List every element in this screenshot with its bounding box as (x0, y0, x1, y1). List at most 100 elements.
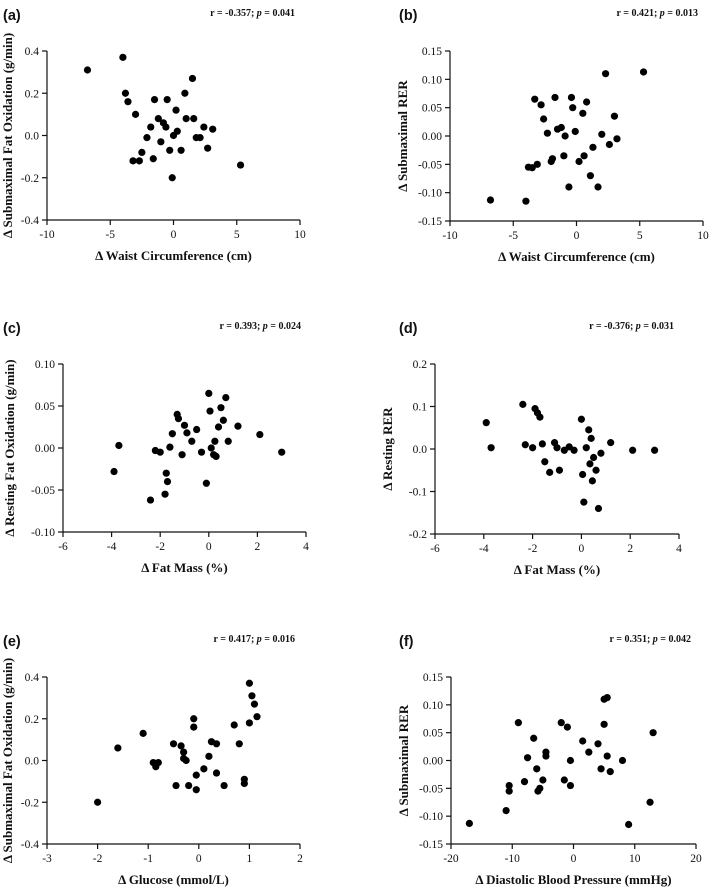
y-tick-label: 0.05 (422, 103, 442, 115)
data-point (594, 740, 602, 748)
x-tick-label: 2 (297, 853, 303, 865)
data-point (546, 468, 554, 476)
y-tick-label: 0.10 (35, 359, 55, 371)
stat-p-symbol: p (256, 8, 262, 19)
data-point (565, 183, 573, 191)
data-point (224, 437, 232, 445)
stat-p: = 0.031 (641, 321, 674, 332)
data-point (149, 155, 157, 163)
x-tick-label: 10 (629, 853, 641, 865)
data-point (219, 416, 227, 424)
data-point (585, 748, 593, 756)
data-point (248, 692, 256, 700)
y-tick-label: 0.2 (25, 714, 40, 726)
data-point (646, 798, 654, 806)
data-point (162, 123, 170, 131)
correlation-stat: r = 0.393; p = 0.024 (220, 321, 302, 332)
data-point (531, 95, 539, 103)
y-tick-label: 0.15 (423, 672, 443, 684)
data-point (575, 157, 583, 166)
panel-b: -10 -5 0 5 10 -0.15 -0.10 -0.05 0.00 0.05 0.10 0.15… (395, 8, 709, 264)
data-point (162, 469, 170, 477)
data-point (240, 775, 248, 783)
data-point (569, 104, 577, 112)
y-tick-label: -0.15 (419, 839, 443, 851)
x-tick-label: 4 (676, 543, 682, 555)
data-point (520, 778, 529, 786)
x-tick-label: -2 (155, 541, 165, 553)
data-point (182, 115, 190, 123)
y-tick-label: 0.0 (25, 756, 40, 768)
data-point (571, 127, 579, 136)
data-point (586, 172, 595, 180)
data-point (580, 152, 588, 160)
data-point (129, 157, 137, 165)
y-tick-label: 0.4 (25, 672, 40, 684)
x-tick-label: 10 (697, 230, 709, 242)
data-point (618, 756, 627, 765)
data-point (154, 115, 162, 123)
y-tick-label: -0.1 (409, 487, 427, 499)
y-tick-label: -0.05 (31, 485, 55, 497)
y-tick-label: 0.05 (423, 728, 443, 740)
x-tick-label: -4 (107, 541, 117, 553)
panel-label: (b) (399, 8, 418, 24)
data-point (212, 452, 220, 460)
data-point (465, 819, 473, 828)
panel-d: -6 -4 -2 0 2 4 -0.2 -0.1 0.0 0.1 0.2 Δ Fat Mass (%)… (380, 321, 682, 577)
x-tick-label: 0 (571, 853, 577, 865)
data-point (560, 776, 568, 784)
data-point (570, 446, 578, 454)
data-point (178, 451, 186, 459)
data-point (212, 740, 221, 748)
data-point (177, 146, 185, 154)
data-point (567, 93, 576, 102)
data-point (563, 723, 571, 731)
data-point (168, 430, 176, 438)
data-point (587, 434, 595, 442)
data-point (505, 787, 513, 795)
data-point (561, 132, 569, 140)
x-tick-label: 2 (255, 541, 261, 553)
data-point (589, 143, 597, 151)
data-point (502, 807, 510, 815)
data-point (540, 115, 548, 123)
data-point (585, 426, 593, 434)
data-point (603, 693, 611, 702)
data-point (610, 112, 619, 120)
data-point (557, 123, 565, 132)
y-tick-label: 0.2 (25, 88, 40, 100)
data-point (577, 415, 586, 423)
data-point (220, 781, 228, 790)
x-axis-title: Δ Fat Mass (%) (514, 562, 601, 577)
data-point (115, 441, 123, 450)
data-point (180, 748, 188, 756)
x-axis-title: Δ Glucose (mmol/L) (118, 872, 229, 887)
stat-r: r = -0.357; (210, 8, 257, 19)
y-tick-label: 0.00 (35, 443, 55, 455)
data-point (205, 389, 213, 397)
stat-p: = 0.041 (262, 8, 295, 19)
data-point (177, 742, 185, 750)
data-point (597, 449, 605, 457)
panel-f: -20 -10 0 10 20 -0.15 -0.10 -0.05 0.00 0.05 0.10 0.… (396, 634, 702, 887)
x-tick-label: 20 (690, 853, 702, 865)
y-axis-title: Δ Submaximal RER (396, 704, 411, 816)
data-point (217, 404, 225, 412)
data-point (519, 400, 527, 408)
x-tick-label: -2 (528, 543, 538, 555)
data-point (161, 490, 169, 498)
data-point (156, 448, 164, 456)
data-point (163, 95, 171, 104)
data-point (188, 74, 197, 83)
x-tick-label: 0 (196, 853, 202, 865)
stat-p-symbol: p (652, 634, 658, 645)
data-point (523, 754, 532, 762)
data-point (157, 138, 165, 146)
data-point (135, 157, 143, 165)
x-axis-title: Δ Fat Mass (%) (141, 560, 228, 575)
x-tick-label: -6 (430, 543, 440, 555)
data-point (202, 479, 210, 487)
data-point (119, 53, 127, 61)
